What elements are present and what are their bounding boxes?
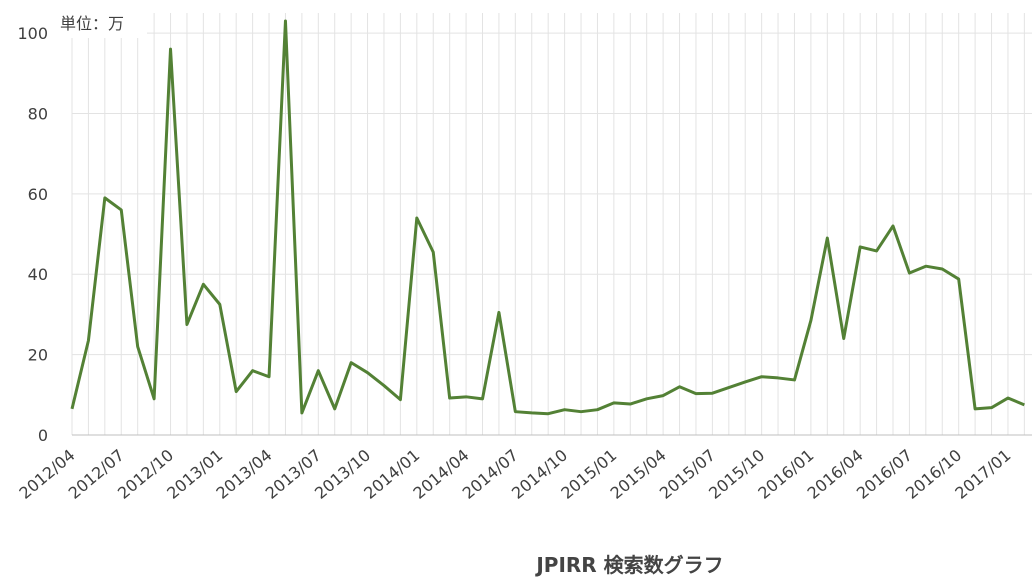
y-tick-label: 40 [28, 265, 48, 284]
y-tick-label: 80 [28, 104, 48, 123]
line-series [70, 19, 1025, 416]
y-tick-label: 0 [38, 426, 48, 445]
y-tick-label: 100 [17, 24, 48, 43]
chart-title: JPIRR 検索数グラフ [534, 553, 723, 577]
y-tick-label: 60 [28, 185, 48, 204]
x-tick-label: 2017/01 [951, 446, 1014, 503]
y-tick-label: 20 [28, 346, 48, 365]
annotation-bg [55, 12, 147, 38]
unit-annotation: 単位：万 [60, 14, 124, 33]
